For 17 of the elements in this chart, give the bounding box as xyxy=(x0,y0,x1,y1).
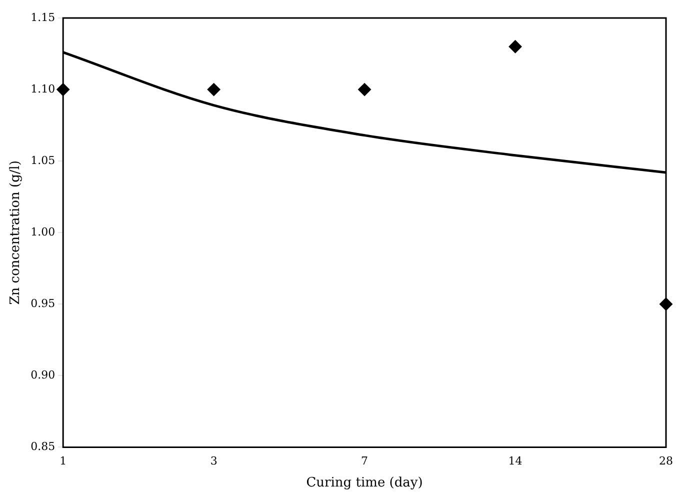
y-tick-label: 1.05 xyxy=(30,154,56,167)
y-tick-label: 1.00 xyxy=(30,225,56,238)
x-tick-label: 3 xyxy=(210,454,218,468)
y-tick-label: 0.85 xyxy=(30,440,56,454)
y-axis-title: Zn concentration (g/l) xyxy=(8,160,24,305)
x-tick-label: 14 xyxy=(508,454,522,468)
x-tick-label: 28 xyxy=(659,454,673,468)
y-tick-label: 0.90 xyxy=(30,368,56,382)
x-axis-title: Curing time (day) xyxy=(306,476,423,491)
point xyxy=(508,40,522,54)
y-tick-label: 1.10 xyxy=(30,82,56,96)
y-tick-label: 0.95 xyxy=(30,296,56,310)
x-tick-label: 7 xyxy=(361,454,368,468)
point xyxy=(207,83,220,96)
y-tick-label: 1.15 xyxy=(30,10,56,24)
x-tick-label: 1 xyxy=(60,454,67,468)
point xyxy=(358,83,372,96)
